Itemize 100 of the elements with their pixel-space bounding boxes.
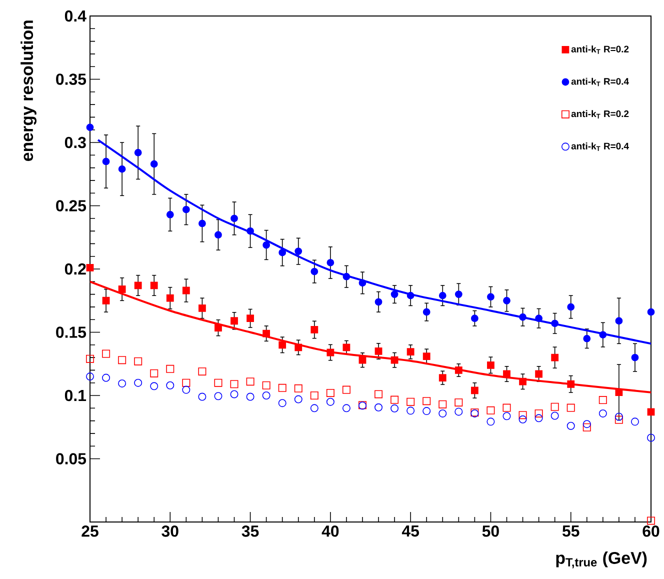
point <box>294 395 302 404</box>
point <box>294 384 302 392</box>
x-tick-label: 60 <box>642 526 660 537</box>
point <box>134 282 142 290</box>
x-tick-label: 25 <box>82 526 98 537</box>
point <box>614 416 623 424</box>
point <box>230 317 238 325</box>
point <box>326 388 334 397</box>
point <box>326 258 334 266</box>
point <box>358 356 366 364</box>
point <box>438 374 446 382</box>
point <box>438 409 447 418</box>
point <box>374 390 383 398</box>
x-tick-label: 40 <box>322 526 339 537</box>
x-tick-label: 50 <box>482 526 499 537</box>
point <box>342 404 350 412</box>
legend-label: anti-k$_{T}$ R=0.4 <box>571 142 629 151</box>
point <box>246 227 254 235</box>
point <box>86 124 94 132</box>
point <box>567 380 575 388</box>
point <box>118 165 126 173</box>
point <box>519 378 526 386</box>
legend-label: anti-k$_{T}$ R=0.2 <box>571 45 629 54</box>
point <box>246 314 254 322</box>
line-series <box>97 138 652 345</box>
point <box>198 304 206 312</box>
point <box>182 378 190 387</box>
point <box>278 341 286 349</box>
point <box>406 348 414 356</box>
point <box>214 392 222 400</box>
x-tick-label: 30 <box>162 526 178 537</box>
point <box>406 292 414 300</box>
point <box>358 279 366 287</box>
point <box>583 334 591 342</box>
point <box>86 372 94 381</box>
point <box>566 422 575 430</box>
point <box>86 264 94 272</box>
point <box>390 404 399 412</box>
point <box>454 366 462 374</box>
point <box>342 386 350 394</box>
point <box>102 296 110 304</box>
point <box>166 294 174 302</box>
point <box>390 396 399 404</box>
point <box>246 392 254 401</box>
point <box>262 381 270 390</box>
point <box>438 400 447 408</box>
point <box>102 374 110 382</box>
point <box>150 282 158 290</box>
point <box>118 356 126 364</box>
point <box>535 314 543 322</box>
x-tick-label: 35 <box>242 526 259 537</box>
point <box>550 412 559 420</box>
point <box>503 370 510 378</box>
point <box>182 386 190 394</box>
point <box>631 354 639 362</box>
point <box>454 398 463 406</box>
point <box>406 398 415 406</box>
y-tick-label: 0.3 <box>64 136 86 148</box>
point <box>86 354 94 363</box>
point <box>310 404 318 412</box>
point <box>230 390 238 398</box>
point <box>582 423 591 432</box>
point <box>647 434 656 442</box>
point <box>502 404 511 412</box>
point <box>150 382 158 390</box>
point <box>374 298 382 306</box>
point <box>262 392 270 400</box>
point <box>438 292 446 300</box>
point <box>598 396 607 404</box>
point <box>342 344 350 352</box>
point <box>422 308 430 316</box>
point <box>310 268 318 276</box>
point <box>102 158 110 166</box>
point <box>615 317 623 325</box>
point <box>534 414 543 422</box>
point <box>566 404 575 412</box>
point <box>551 320 559 328</box>
y-tick-label: 0.25 <box>56 200 86 212</box>
point <box>230 380 238 388</box>
point <box>198 392 206 401</box>
point <box>647 516 656 525</box>
legend-label: anti-k$_{T}$ R=0.4 <box>571 78 629 86</box>
x-tick-label: 45 <box>402 526 419 537</box>
line-series <box>90 280 652 394</box>
point <box>150 160 158 168</box>
point <box>118 286 126 293</box>
point <box>599 331 607 338</box>
y-tick-label: 0.1 <box>64 390 86 402</box>
x-axis-title: p$_{T,true}$ (GeV) <box>556 552 647 568</box>
point <box>214 324 222 332</box>
point <box>647 308 655 316</box>
point <box>470 386 478 394</box>
point <box>182 206 190 214</box>
point <box>182 286 190 294</box>
point <box>422 407 431 416</box>
point <box>166 364 174 373</box>
point <box>278 399 286 408</box>
point <box>390 356 398 364</box>
point <box>230 214 238 222</box>
point <box>486 406 495 414</box>
